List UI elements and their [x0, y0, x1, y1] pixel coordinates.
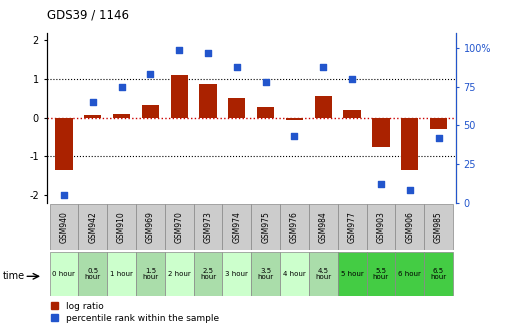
Text: 3 hour: 3 hour — [225, 271, 248, 277]
Text: GSM903: GSM903 — [377, 211, 385, 243]
Text: time: time — [3, 271, 25, 281]
Bar — [50, 204, 78, 250]
Bar — [136, 252, 165, 296]
Bar — [251, 204, 280, 250]
Bar — [280, 252, 309, 296]
Point — [377, 181, 385, 187]
Text: 4 hour: 4 hour — [283, 271, 306, 277]
Text: GSM969: GSM969 — [146, 211, 155, 243]
Bar — [78, 204, 107, 250]
Bar — [309, 252, 338, 296]
Bar — [194, 204, 222, 250]
Point — [290, 134, 298, 139]
Bar — [107, 204, 136, 250]
Text: 6 hour: 6 hour — [398, 271, 421, 277]
Text: GSM977: GSM977 — [348, 211, 356, 243]
Point — [406, 188, 414, 193]
Text: 5.5
hour: 5.5 hour — [373, 267, 389, 280]
Text: GSM906: GSM906 — [405, 211, 414, 243]
Bar — [372, 118, 390, 147]
Text: GSM970: GSM970 — [175, 211, 184, 243]
Bar — [136, 204, 165, 250]
Bar — [228, 98, 246, 118]
Bar — [424, 252, 453, 296]
Text: GSM985: GSM985 — [434, 211, 443, 243]
Text: GDS39 / 1146: GDS39 / 1146 — [47, 8, 128, 21]
Point — [118, 84, 126, 89]
Bar — [170, 75, 188, 118]
Bar — [113, 114, 130, 118]
Text: GSM940: GSM940 — [60, 211, 68, 243]
Point — [175, 47, 183, 52]
Legend: log ratio, percentile rank within the sample: log ratio, percentile rank within the sa… — [51, 302, 219, 323]
Bar — [222, 252, 251, 296]
Point — [435, 135, 443, 140]
Bar — [343, 110, 361, 118]
Bar — [84, 115, 102, 118]
Bar — [107, 252, 136, 296]
Text: 6.5
hour: 6.5 hour — [430, 267, 447, 280]
Bar — [395, 252, 424, 296]
Point — [146, 72, 154, 77]
Text: 1 hour: 1 hour — [110, 271, 133, 277]
Bar — [257, 107, 275, 118]
Bar — [165, 252, 194, 296]
Bar — [50, 252, 78, 296]
Bar — [55, 118, 73, 170]
Text: GSM974: GSM974 — [232, 211, 241, 243]
Bar — [430, 118, 447, 129]
Text: 2.5
hour: 2.5 hour — [200, 267, 216, 280]
Text: GSM984: GSM984 — [319, 211, 328, 243]
Point — [60, 192, 68, 198]
Point — [319, 64, 327, 69]
Text: 2 hour: 2 hour — [168, 271, 191, 277]
Point — [204, 50, 212, 55]
Text: GSM973: GSM973 — [204, 211, 212, 243]
Bar — [424, 204, 453, 250]
Bar — [194, 252, 222, 296]
Text: GSM975: GSM975 — [261, 211, 270, 243]
Point — [233, 64, 241, 69]
Bar — [395, 204, 424, 250]
Bar — [314, 96, 332, 118]
Bar — [199, 84, 217, 118]
Text: 4.5
hour: 4.5 hour — [315, 267, 332, 280]
Bar — [338, 252, 367, 296]
Text: 1.5
hour: 1.5 hour — [142, 267, 159, 280]
Point — [348, 77, 356, 82]
Bar — [338, 204, 367, 250]
Bar — [286, 118, 303, 120]
Text: 0 hour: 0 hour — [52, 271, 75, 277]
Bar — [142, 105, 159, 118]
Text: GSM910: GSM910 — [117, 211, 126, 243]
Point — [89, 100, 97, 105]
Bar — [280, 204, 309, 250]
Bar — [309, 204, 338, 250]
Bar — [401, 118, 419, 170]
Bar — [251, 252, 280, 296]
Text: GSM942: GSM942 — [88, 211, 97, 243]
Point — [262, 79, 270, 85]
Text: 0.5
hour: 0.5 hour — [84, 267, 101, 280]
Bar — [165, 204, 194, 250]
Text: GSM976: GSM976 — [290, 211, 299, 243]
Bar — [367, 252, 395, 296]
Bar — [78, 252, 107, 296]
Text: 3.5
hour: 3.5 hour — [257, 267, 274, 280]
Text: 5 hour: 5 hour — [341, 271, 364, 277]
Bar — [222, 204, 251, 250]
Bar — [367, 204, 395, 250]
